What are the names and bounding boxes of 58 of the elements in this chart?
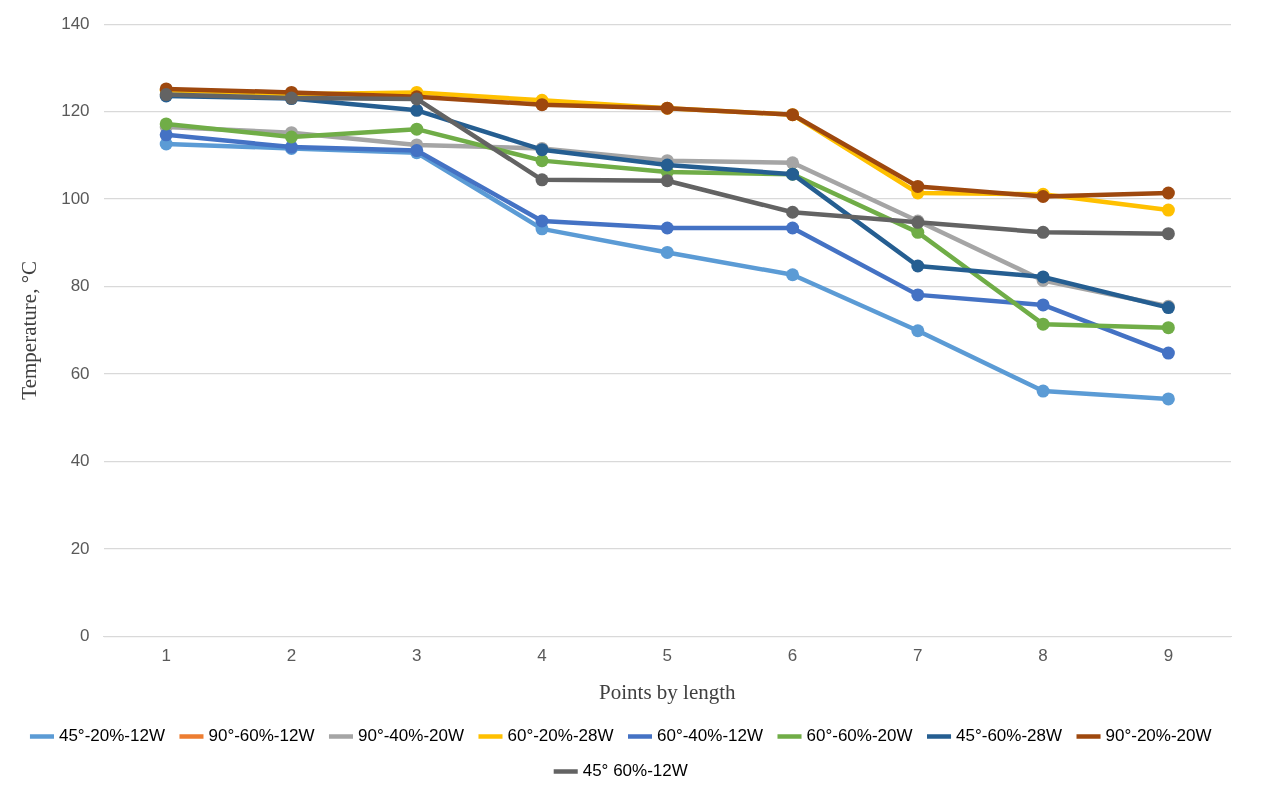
point [1161,346,1175,360]
point [1036,384,1050,398]
legend-label: 90°-60%-12W [208,726,315,746]
x-tick-label: 7 [913,646,923,666]
x-tick-label: 3 [412,646,422,666]
x-axis-title: Points by length [599,679,737,704]
point [284,130,298,144]
point [911,259,925,273]
y-tick-label: 120 [61,101,90,121]
y-tick-label: 80 [70,276,90,296]
legend-label: 45° 60%-12W [582,761,688,781]
x-tick-label: 1 [161,646,171,666]
point [410,122,424,136]
x-tick-label: 5 [662,646,673,666]
y-tick-label: 40 [70,451,90,471]
point [660,221,674,235]
x-tick-label: 8 [1038,646,1048,666]
point [786,205,800,219]
x-tick-label: 9 [1163,646,1174,666]
point [1036,317,1050,331]
point [660,158,674,172]
y-tick-label: 0 [80,626,90,646]
point [911,288,925,302]
y-tick-label: 60 [70,363,90,383]
point [660,174,674,188]
point [1161,392,1175,406]
point [786,268,800,282]
point [159,128,173,142]
point [535,98,549,112]
point [410,103,424,117]
point [535,214,549,228]
point [1036,225,1050,239]
legend-label: 60°-40%-12W [657,726,764,746]
legend-label: 90°-20%-20W [1105,726,1212,746]
legend-label: 60°-20%-28W [507,726,614,746]
legend-label: 45°-20%-12W [58,726,165,746]
point [535,154,549,168]
point [1161,203,1175,217]
x-tick-label: 2 [286,646,297,666]
point [1036,298,1050,312]
y-tick-label: 100 [61,188,90,208]
x-tick-label: 6 [787,646,798,666]
legend-label: 60°-60%-20W [806,726,913,746]
point [660,245,674,259]
y-tick-label: 20 [70,538,90,558]
point [911,324,925,338]
point [1161,227,1175,241]
legend-label: 45°-60%-28W [956,726,1063,746]
x-tick-label: 4 [537,646,547,666]
point [535,173,549,187]
y-axis-title: Temperature, °C [17,260,42,400]
point [1161,186,1175,200]
legend-label: 90°-40%-20W [357,726,464,746]
point [786,221,800,235]
point [1161,321,1175,335]
y-tick-label: 140 [61,13,90,33]
point [786,156,800,170]
point [911,179,925,193]
